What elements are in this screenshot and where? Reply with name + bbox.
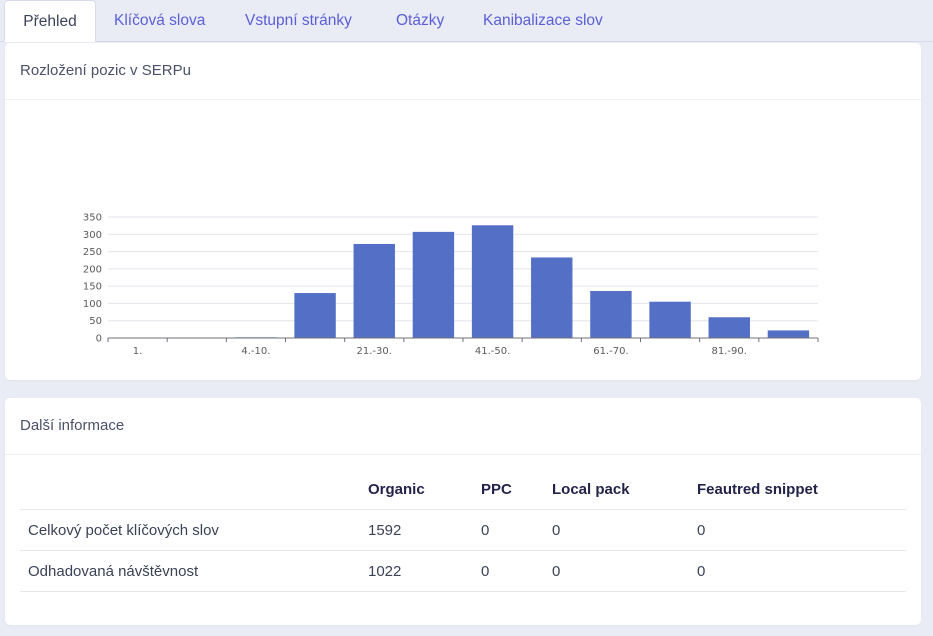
additional-info-card: Další informace Organic PPC Local pack F… [5,398,921,625]
x-tick-label: 41.-50. [475,346,510,357]
x-tick-label: 1. [133,346,143,357]
chart-bar [471,225,514,338]
chart-bar [767,330,810,338]
tab-otazky[interactable]: Otázky [396,12,445,29]
chart-bar [649,301,691,338]
x-tick-label: 4.-10. [241,346,270,357]
chart-bar [590,290,632,338]
row-label: Celkový počet klíčových slov [20,509,360,551]
cell-local-pack: 0 [544,550,689,592]
column-header-local-pack: Local pack [544,469,689,510]
column-header-ppc: PPC [473,469,544,510]
cell-ppc: 0 [473,550,544,592]
x-tick-label: 81.-90. [712,346,747,357]
chart-bar [412,231,455,338]
column-header-organic: Organic [360,469,473,510]
cell-featured-snippet: 0 [689,509,906,551]
card-title: Další informace [5,398,921,455]
y-tick-label: 200 [83,264,102,275]
column-header-featured-snippet: Feautred snippet [689,469,906,510]
card-title: Rozložení pozic v SERPu [5,43,921,100]
y-tick-label: 150 [83,282,102,293]
y-tick-label: 50 [89,316,102,327]
cell-featured-snippet: 0 [689,550,906,592]
y-tick-label: 350 [83,213,102,224]
chart-bar [531,257,573,338]
cell-ppc: 0 [473,509,544,551]
tab-kanibalizace-slov[interactable]: Kanibalizace slov [483,12,603,29]
tab-bar: Přehled Klíčová slova Vstupní stránky Ot… [0,0,933,42]
tab-vstupni-stranky[interactable]: Vstupní stránky [245,12,352,29]
serp-position-chart: 0 50 100 150 200 250 300 350 1. 4.-10. 21.-30. 41.-… [83,213,819,357]
x-tick-label: 21.-30. [357,346,392,357]
y-tick-label: 100 [83,299,102,310]
y-tick-label: 250 [83,247,102,258]
cell-local-pack: 0 [544,509,689,551]
info-table: Organic PPC Local pack Feautred snippet … [20,469,906,592]
chart-bar [294,293,336,338]
tab-prehled[interactable]: Přehled [4,0,96,42]
table-row: Celkový počet klíčových slov 1592 0 0 0 [20,509,906,551]
y-tick-label: 300 [83,230,102,241]
column-header [20,469,360,510]
tab-klicova-slova[interactable]: Klíčová slova [114,12,206,29]
table-header-row: Organic PPC Local pack Feautred snippet [20,469,906,510]
chart-bar [708,317,750,338]
x-tick-label: 61.-70. [593,346,628,357]
row-label: Odhadovaná návštěvnost [20,550,360,592]
y-tick-label: 0 [96,334,102,345]
cell-organic: 1592 [360,509,473,551]
cell-organic: 1022 [360,550,473,592]
serp-distribution-card: Rozložení pozic v SERPu 0 50 100 150 200 250 3… [5,43,921,380]
table-row: Odhadovaná návštěvnost 1022 0 0 0 [20,550,906,592]
chart-bar [353,243,395,338]
